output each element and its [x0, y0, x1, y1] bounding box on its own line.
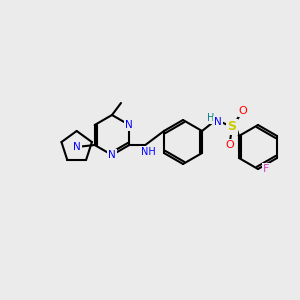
Text: O: O [239, 106, 248, 116]
Text: F: F [263, 164, 269, 174]
Text: S: S [228, 121, 237, 134]
Text: N: N [73, 142, 81, 152]
Text: O: O [226, 140, 234, 150]
Text: N: N [214, 117, 222, 127]
Text: N: N [108, 150, 116, 160]
Text: H: H [207, 113, 215, 123]
Text: NH: NH [141, 147, 156, 157]
Text: N: N [125, 120, 133, 130]
